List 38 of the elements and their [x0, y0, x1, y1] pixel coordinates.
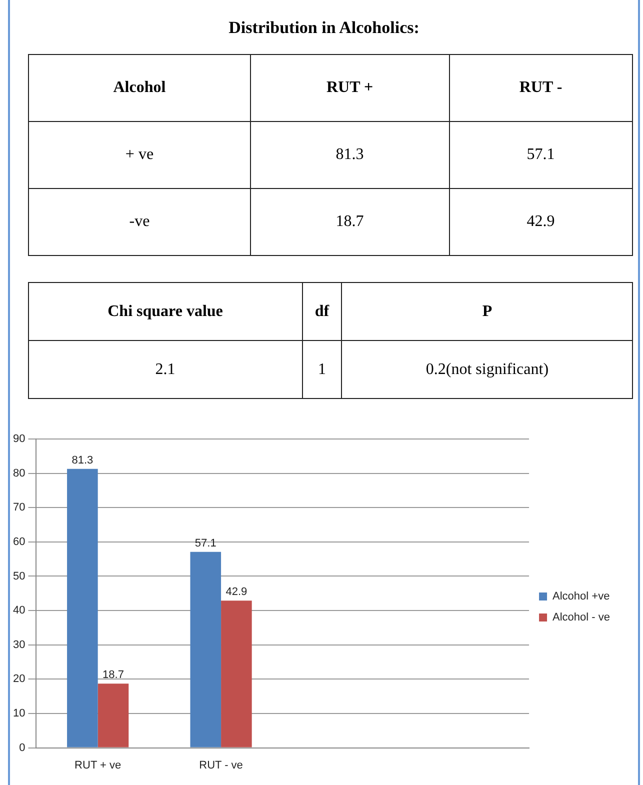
bar: [190, 552, 222, 748]
data-label: 57.1: [194, 537, 216, 550]
text: + ve: [28, 122, 250, 188]
text: 42.9: [449, 188, 632, 256]
text: RUT +: [250, 54, 450, 122]
y-tick-label: 80: [12, 467, 26, 480]
legend-label: Alcohol +ve: [552, 590, 610, 603]
legend-label: Alcohol - ve: [552, 612, 610, 624]
text: Chi square value: [28, 282, 302, 340]
x-tick-label: RUT - ve: [199, 759, 243, 772]
y-tick-label: 20: [12, 673, 26, 686]
y-tick-label: 30: [12, 638, 26, 651]
data-label: 81.3: [72, 454, 94, 466]
text: Distribution in Alcoholics:: [228, 18, 420, 39]
y-tick-label: 0: [19, 742, 26, 754]
y-tick-label: 90: [12, 433, 26, 446]
text: P: [342, 282, 632, 340]
y-tick-label: 10: [12, 708, 26, 720]
text: Alcohol: [28, 54, 250, 122]
bar: [221, 600, 252, 748]
text: -ve: [28, 188, 250, 256]
y-tick-label: 50: [12, 570, 26, 582]
y-tick-label: 70: [12, 502, 26, 514]
y-tick-label: 60: [12, 536, 26, 548]
text: 57.1: [449, 122, 632, 188]
x-tick-label: RUT + ve: [74, 759, 122, 772]
y-tick-label: 40: [12, 604, 26, 617]
bar: [98, 684, 129, 748]
text: 1: [302, 340, 342, 398]
text: df: [302, 282, 342, 340]
text: 18.7: [250, 188, 450, 256]
data-label: 42.9: [226, 586, 248, 598]
text: 2.1: [28, 340, 302, 398]
bar: [67, 468, 98, 748]
data-label: 18.7: [102, 669, 124, 682]
text: 0.2(not significant): [342, 340, 632, 398]
text: 81.3: [250, 122, 450, 188]
text: RUT -: [449, 54, 632, 122]
